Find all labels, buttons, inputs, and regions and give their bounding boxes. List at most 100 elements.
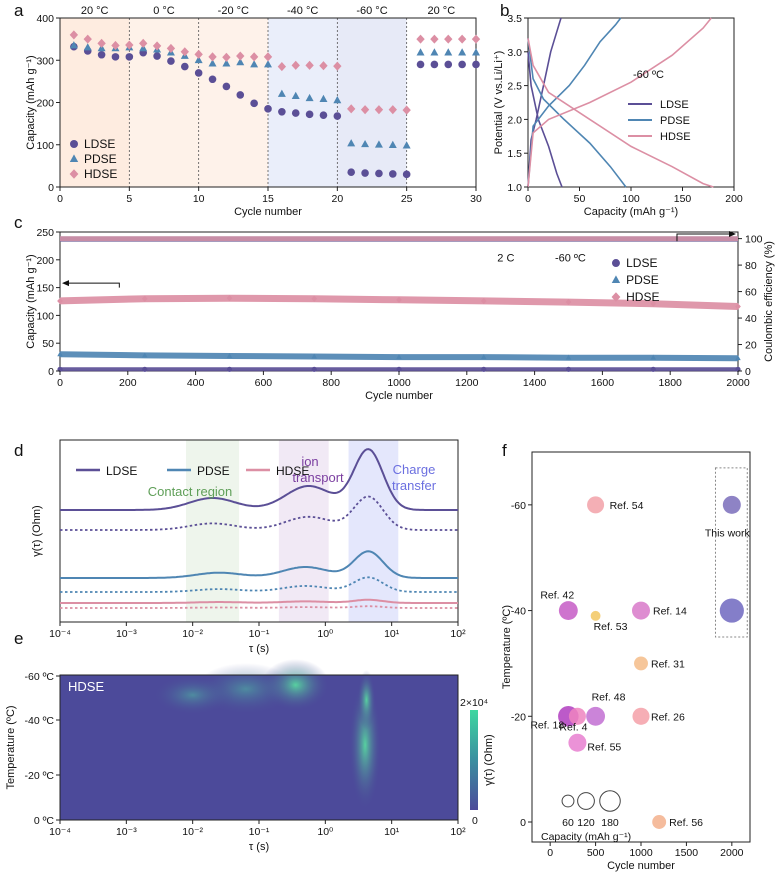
data-point-ldse <box>416 60 425 69</box>
panel-label: d <box>14 441 23 460</box>
data-point-ldse <box>472 60 480 69</box>
panel-label: c <box>14 213 23 232</box>
legend-marker-pdse <box>69 154 79 162</box>
charge-curve-ldse <box>527 17 562 188</box>
data-point-pdse <box>347 139 356 147</box>
data-point-hdse <box>208 52 217 62</box>
bubble <box>568 733 587 752</box>
y-tick-label: 0 ºC <box>34 815 55 827</box>
data-point-ldse <box>153 52 161 60</box>
segment-label: 20 °C <box>81 5 109 17</box>
size-legend-circle <box>599 790 621 812</box>
data-point-hdse <box>402 105 411 115</box>
data-point-hdse <box>444 34 453 44</box>
x-tick-label: 2000 <box>720 847 744 859</box>
bubble <box>586 706 606 726</box>
data-point-pdse <box>402 141 411 149</box>
y-tick-label: -60 <box>511 500 526 512</box>
bubble <box>632 707 650 725</box>
bubble <box>652 815 667 829</box>
legend-label: HDSE <box>84 167 117 181</box>
data-point-ldse <box>264 105 272 113</box>
colorbar-title: γ(τ) (Ohm) <box>483 734 495 785</box>
legend-marker-ldse <box>70 140 78 148</box>
panel-label: f <box>502 441 507 460</box>
y-tick-label: 100 <box>36 140 54 152</box>
panel-a: 20 °C 0 °C -20 °C -40 °C -60 °C 20 °C 0 5 10 15 20… <box>25 5 482 218</box>
data-point-pdse <box>142 352 148 358</box>
data-point-ldse <box>444 60 453 69</box>
x-tick-label: 0 <box>57 193 63 205</box>
bubble-label: Ref. 42 <box>540 590 574 602</box>
x-tick-label: 400 <box>187 377 205 389</box>
temperature-annotation: -60 ºC <box>555 252 586 264</box>
x-tick-label: 1800 <box>659 377 683 389</box>
data-point-ldse <box>333 112 342 120</box>
legend-label: PDSE <box>660 115 690 127</box>
bubble <box>558 601 578 621</box>
x-tick-label: 200 <box>119 377 137 389</box>
x-tick-label: 500 <box>587 847 605 859</box>
y-tick-label: 0 <box>520 817 526 829</box>
data-point-pdse <box>194 55 203 64</box>
data-point-ldse <box>291 109 300 117</box>
data-point-ldse <box>319 111 328 119</box>
data-point-ldse <box>402 170 411 179</box>
x-axis-label: Cycle number <box>234 206 302 218</box>
region-label: Contact region <box>148 484 233 499</box>
size-legend-title: Capacity (mAh g⁻¹) <box>541 831 631 843</box>
this-work-label: This work <box>705 528 751 540</box>
data-point-pdse <box>481 354 487 360</box>
drt-curve-pdse <box>60 550 458 579</box>
y2-tick-label: 60 <box>745 287 757 299</box>
heatmap-label: HDSE <box>68 679 104 694</box>
data-point-ldse <box>305 110 314 119</box>
bubble-label: Ref. 14 <box>653 606 687 618</box>
charge-transfer-band <box>348 440 399 622</box>
size-legend-circle <box>577 792 595 810</box>
x-axis-label: Cycle number <box>365 390 433 402</box>
y-axis-label: Capacity (mAh g⁻¹) <box>25 55 37 149</box>
x-axis-label: τ (s) <box>249 841 269 853</box>
y2-tick-label: 0 <box>745 366 751 378</box>
data-point-pdse <box>222 59 231 67</box>
x-tick-label: 50 <box>574 193 586 205</box>
data-point-pdse <box>291 91 300 100</box>
heatmap-hotspot <box>152 675 233 715</box>
data-point-hdse <box>222 52 231 62</box>
bubble-label: Ref. 4 <box>559 721 587 733</box>
data-point-pdse <box>226 352 233 358</box>
bubble-label: Ref. 55 <box>587 742 621 754</box>
x-tick-label: 10 <box>193 193 205 205</box>
x-tick-label: 1600 <box>591 377 615 389</box>
y-tick-label: 2.0 <box>507 114 522 126</box>
data-point-hdse <box>319 61 328 71</box>
y-tick-label: -40 <box>511 606 526 618</box>
data-point-ldse <box>125 53 134 61</box>
data-point-ldse <box>278 107 286 116</box>
rate-annotation: 2 C <box>497 252 514 264</box>
bubble <box>632 601 650 620</box>
x-tick-label: 20 <box>331 193 343 205</box>
x-tick-label: 10⁻² <box>182 826 203 838</box>
colorbar <box>470 710 478 810</box>
charge-curve-hdse <box>527 17 712 188</box>
bubble-label: Ref. 31 <box>651 658 685 670</box>
axes-frame <box>527 17 735 188</box>
bubble <box>634 656 648 671</box>
data-point-hdse <box>180 47 189 57</box>
x-tick-label: 10⁻³ <box>116 826 137 838</box>
data-point-ldse <box>167 57 175 65</box>
data-point-pdse <box>333 96 342 104</box>
data-point-pdse <box>236 57 245 66</box>
y-axis-label: Potential (V vs.Li/Li⁺) <box>493 51 505 155</box>
y2-axis-label: Coulombic efficiency (%) <box>763 241 775 362</box>
data-point-hdse <box>125 40 134 50</box>
segment-label: -40 °C <box>287 5 318 17</box>
x-tick-label: 600 <box>255 377 273 389</box>
panel-label: a <box>14 1 24 20</box>
y-tick-label: 2.5 <box>507 81 522 93</box>
